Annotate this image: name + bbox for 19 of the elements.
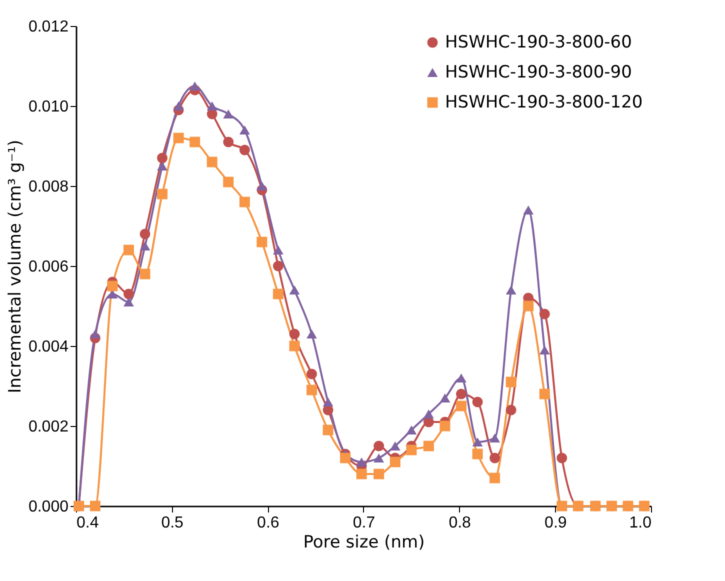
y-tick-label: 0.002 bbox=[28, 418, 69, 436]
y-tick-label: 0.006 bbox=[28, 258, 69, 276]
y-tick-label: 0.012 bbox=[28, 18, 69, 36]
x-tick-label: 0.5 bbox=[161, 514, 184, 532]
legend-label: HSWHC-190-3-800-90 bbox=[445, 62, 632, 82]
y-axis-title: Incremental volume (cm³ g⁻¹) bbox=[5, 140, 26, 394]
y-tick-label: 0.010 bbox=[28, 98, 69, 116]
x-tick-label: 0.7 bbox=[352, 514, 376, 532]
x-tick-label: 0.8 bbox=[448, 514, 472, 532]
legend-label: HSWHC-190-3-800-120 bbox=[445, 92, 643, 112]
y-tick-label: 0.000 bbox=[28, 498, 69, 516]
x-tick-label: 0.4 bbox=[76, 514, 99, 532]
x-axis-title: Pore size (nm) bbox=[303, 532, 425, 552]
y-tick-label: 0.008 bbox=[28, 178, 69, 196]
x-tick-label: 0.9 bbox=[544, 514, 567, 532]
legend-label: HSWHC-190-3-800-60 bbox=[445, 32, 632, 52]
x-tick-label: 1.0 bbox=[629, 514, 652, 532]
x-tick-label: 0.6 bbox=[257, 514, 280, 532]
y-tick-label: 0.004 bbox=[28, 338, 69, 356]
